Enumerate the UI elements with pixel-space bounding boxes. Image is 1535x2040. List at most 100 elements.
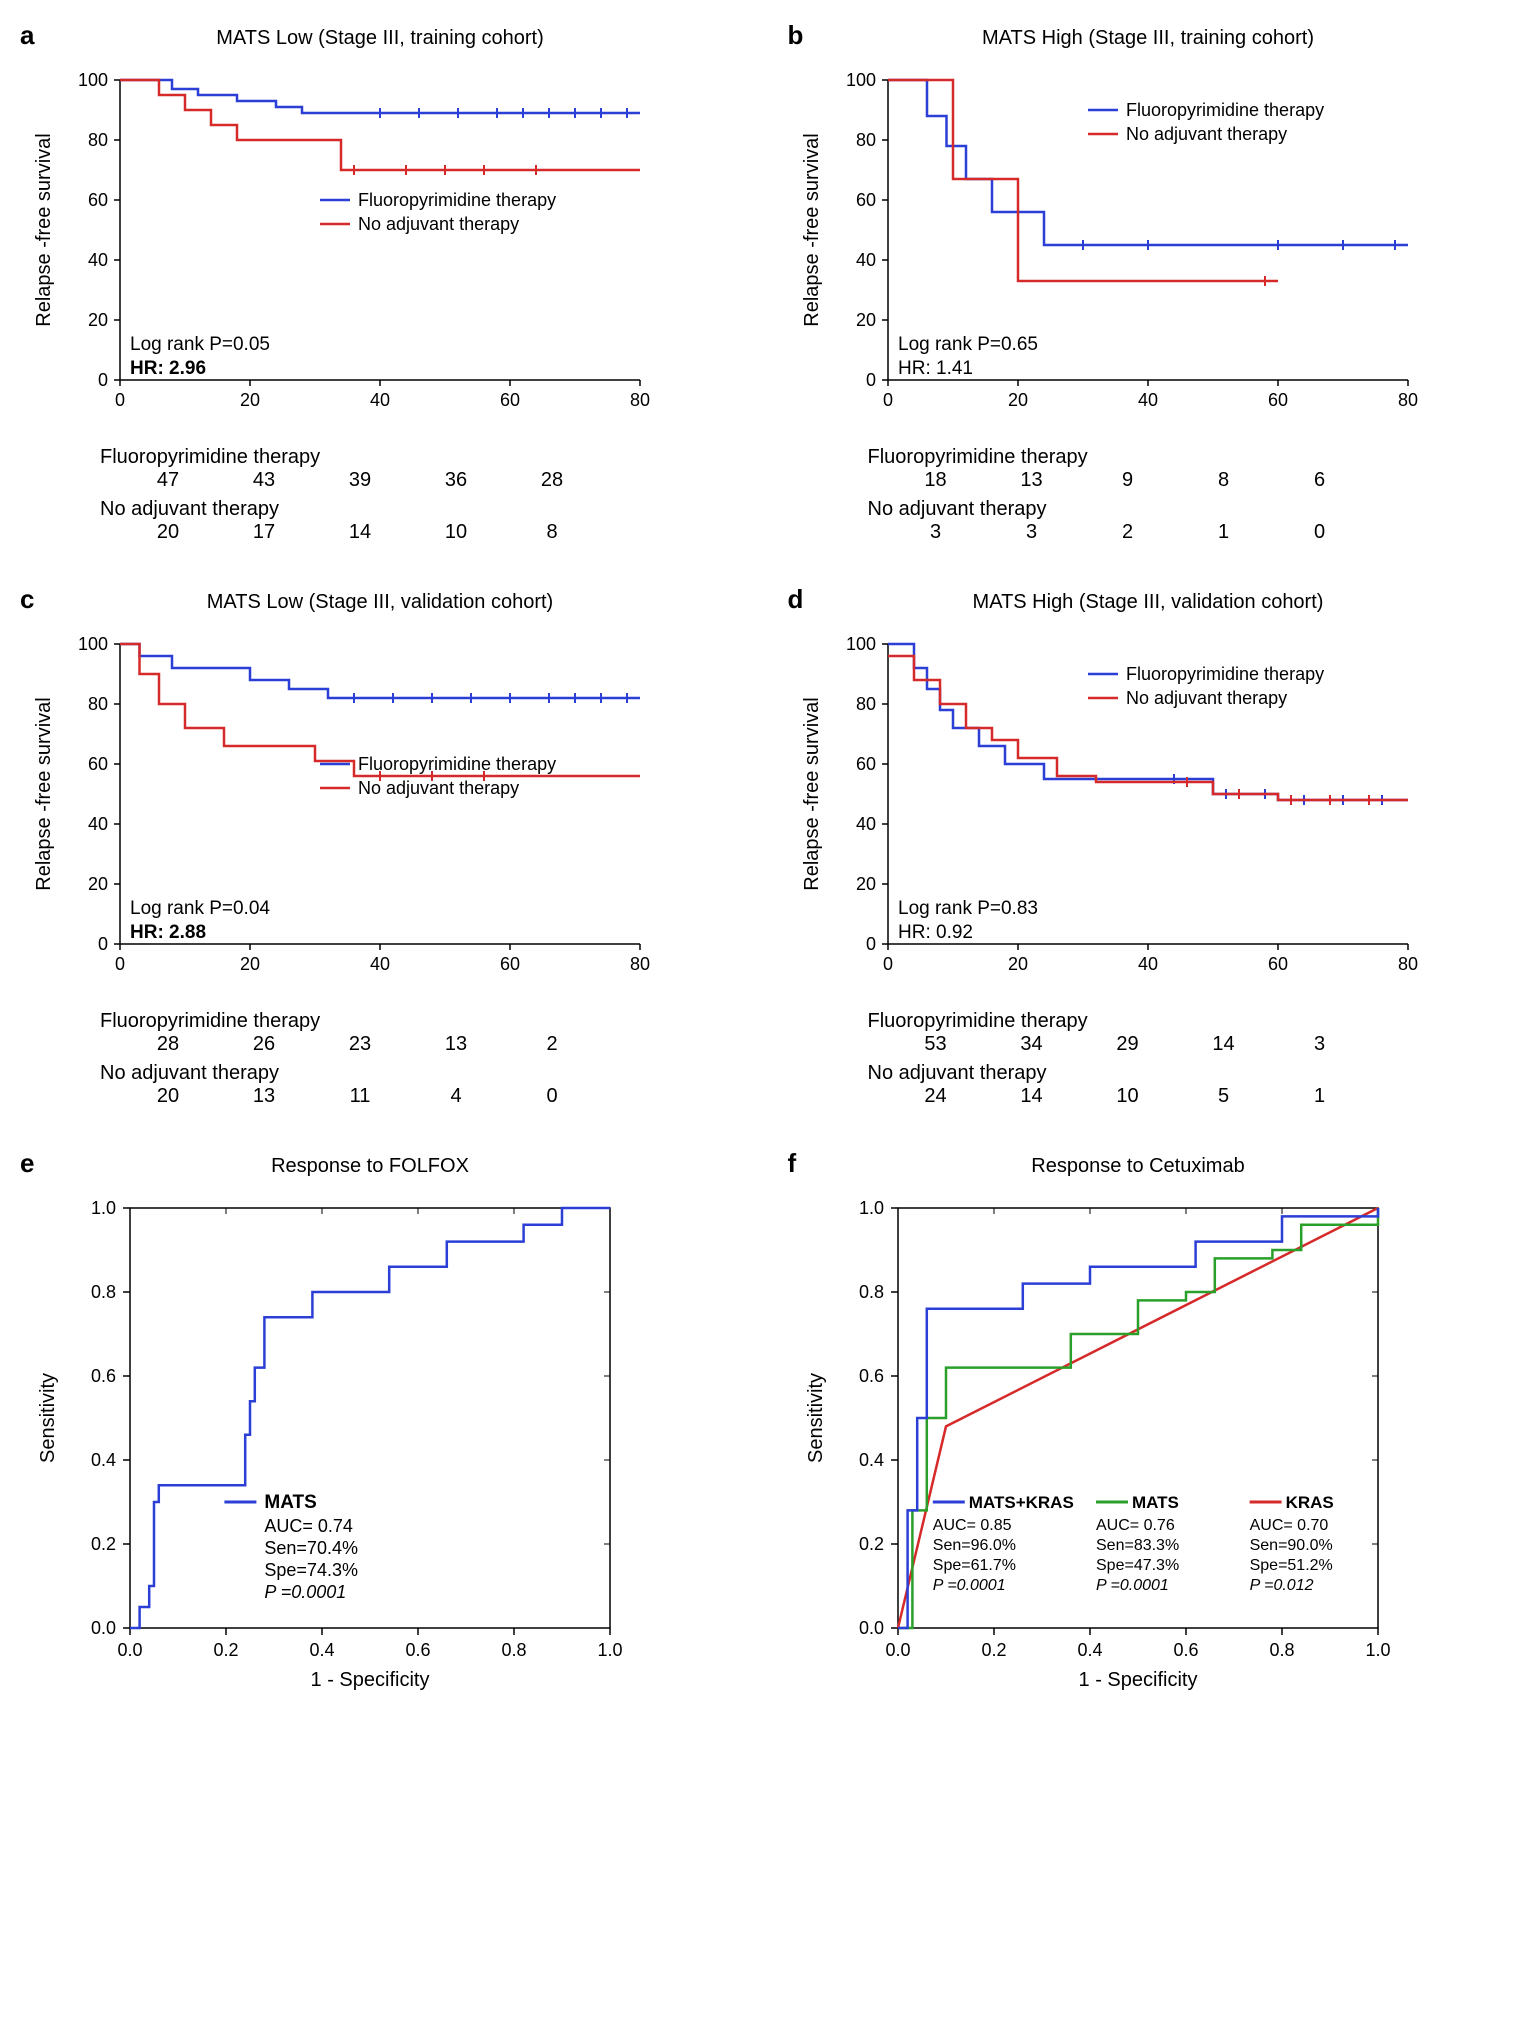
svg-text:Fluoropyrimidine therapy: Fluoropyrimidine therapy xyxy=(358,754,556,774)
svg-text:Spe=51.2%: Spe=51.2% xyxy=(1249,1557,1332,1574)
svg-text:40: 40 xyxy=(855,250,875,270)
svg-text:0.2: 0.2 xyxy=(91,1534,116,1554)
risk-cell: 1 xyxy=(1176,521,1272,544)
risk-cell: 53 xyxy=(888,1033,984,1056)
svg-text:0.8: 0.8 xyxy=(1269,1640,1294,1660)
risk-cell: 18 xyxy=(888,469,984,492)
risk-table: Fluoropyrimidine therapy 4743393628 No a… xyxy=(100,446,748,544)
risk-header-fp: Fluoropyrimidine therapy xyxy=(868,446,1516,469)
svg-text:P =0.0001: P =0.0001 xyxy=(264,1582,346,1602)
risk-cell: 3 xyxy=(888,521,984,544)
svg-text:0.8: 0.8 xyxy=(501,1640,526,1660)
x-axis-label: 1 - Specificity xyxy=(1078,1669,1197,1691)
svg-text:0.0: 0.0 xyxy=(117,1640,142,1660)
svg-text:20: 20 xyxy=(88,874,108,894)
svg-text:No adjuvant therapy: No adjuvant therapy xyxy=(358,214,519,234)
risk-cell: 34 xyxy=(984,1033,1080,1056)
svg-text:Spe=74.3%: Spe=74.3% xyxy=(264,1560,358,1580)
panel-label-f: f xyxy=(788,1148,797,1179)
svg-text:Log rank P=0.05: Log rank P=0.05 xyxy=(130,334,270,355)
panel-label-d: d xyxy=(788,584,804,615)
svg-text:0.4: 0.4 xyxy=(309,1640,334,1660)
risk-cell: 13 xyxy=(216,1085,312,1108)
svg-text:Fluoropyrimidine therapy: Fluoropyrimidine therapy xyxy=(358,190,556,210)
svg-text:60: 60 xyxy=(88,754,108,774)
svg-text:80: 80 xyxy=(630,954,650,974)
risk-cell: 36 xyxy=(408,469,504,492)
svg-text:1.0: 1.0 xyxy=(597,1640,622,1660)
svg-text:0: 0 xyxy=(115,390,125,410)
svg-text:0.2: 0.2 xyxy=(858,1534,883,1554)
svg-text:80: 80 xyxy=(855,694,875,714)
risk-header-fp: Fluoropyrimidine therapy xyxy=(100,1010,748,1033)
svg-text:MATS: MATS xyxy=(1132,1493,1179,1512)
svg-text:60: 60 xyxy=(1267,954,1287,974)
svg-text:0.2: 0.2 xyxy=(213,1640,238,1660)
svg-text:40: 40 xyxy=(370,954,390,974)
risk-cell: 17 xyxy=(216,521,312,544)
chart-title: Response to Cetuximab xyxy=(1031,1155,1244,1177)
risk-cell: 29 xyxy=(1080,1033,1176,1056)
svg-text:Log rank P=0.04: Log rank P=0.04 xyxy=(130,898,270,919)
y-axis-label: Relapse -free survival xyxy=(801,697,823,890)
y-axis-label: Sensitivity xyxy=(805,1373,827,1463)
km-chart-c: MATS Low (Stage III, validation cohort) … xyxy=(20,584,720,1004)
svg-text:P =0.012: P =0.012 xyxy=(1249,1577,1313,1594)
svg-text:0.8: 0.8 xyxy=(91,1282,116,1302)
km-chart-b: MATS High (Stage III, training cohort) R… xyxy=(788,20,1488,440)
svg-text:100: 100 xyxy=(78,70,108,90)
svg-text:Spe=61.7%: Spe=61.7% xyxy=(932,1557,1015,1574)
svg-text:40: 40 xyxy=(88,250,108,270)
chart-title: Response to FOLFOX xyxy=(271,1155,469,1177)
svg-text:80: 80 xyxy=(1397,390,1417,410)
svg-text:0.6: 0.6 xyxy=(91,1366,116,1386)
svg-text:40: 40 xyxy=(88,814,108,834)
risk-table: Fluoropyrimidine therapy 533429143 No ad… xyxy=(868,1010,1516,1108)
risk-cell: 3 xyxy=(984,521,1080,544)
svg-text:No adjuvant therapy: No adjuvant therapy xyxy=(1126,124,1287,144)
svg-text:0.6: 0.6 xyxy=(858,1366,883,1386)
risk-cell: 1 xyxy=(1272,1085,1368,1108)
svg-text:20: 20 xyxy=(240,954,260,974)
risk-cell: 10 xyxy=(1080,1085,1176,1108)
svg-text:0: 0 xyxy=(98,370,108,390)
x-axis-label: 1 - Specificity xyxy=(311,1669,430,1691)
chart-title: MATS High (Stage III, validation cohort) xyxy=(972,591,1323,613)
svg-text:Spe=47.3%: Spe=47.3% xyxy=(1096,1557,1179,1574)
svg-text:40: 40 xyxy=(1137,954,1157,974)
svg-text:80: 80 xyxy=(630,390,650,410)
stats-box: Log rank P=0.05 HR: 2.96 xyxy=(130,334,270,379)
svg-text:0: 0 xyxy=(882,954,892,974)
svg-text:Sen=96.0%: Sen=96.0% xyxy=(932,1537,1015,1554)
risk-table: Fluoropyrimidine therapy 1813986 No adju… xyxy=(868,446,1516,544)
svg-text:AUC= 0.76: AUC= 0.76 xyxy=(1096,1517,1175,1534)
svg-text:80: 80 xyxy=(1397,954,1417,974)
svg-text:20: 20 xyxy=(1007,390,1027,410)
svg-text:MATS+KRAS: MATS+KRAS xyxy=(968,1493,1073,1512)
roc-chart-e: Response to FOLFOX Sensitivity 0.0 0.2 0… xyxy=(20,1148,720,1708)
svg-text:0.0: 0.0 xyxy=(91,1618,116,1638)
svg-text:Sen=70.4%: Sen=70.4% xyxy=(264,1538,358,1558)
risk-cell: 14 xyxy=(984,1085,1080,1108)
risk-cell: 8 xyxy=(1176,469,1272,492)
svg-text:HR: 1.41: HR: 1.41 xyxy=(898,358,973,379)
svg-text:0.6: 0.6 xyxy=(1173,1640,1198,1660)
risk-cell: 2 xyxy=(1080,521,1176,544)
svg-text:No adjuvant therapy: No adjuvant therapy xyxy=(1126,688,1287,708)
svg-text:Sen=90.0%: Sen=90.0% xyxy=(1249,1537,1332,1554)
stats-box: Log rank P=0.04 HR: 2.88 xyxy=(130,898,270,943)
risk-cell: 39 xyxy=(312,469,408,492)
svg-text:Log rank P=0.65: Log rank P=0.65 xyxy=(898,334,1038,355)
svg-text:100: 100 xyxy=(845,70,875,90)
roc-stats: MATS+KRAS AUC= 0.85 Sen=96.0% Spe=61.7% … xyxy=(932,1493,1333,1594)
svg-text:0.8: 0.8 xyxy=(858,1282,883,1302)
svg-text:60: 60 xyxy=(855,190,875,210)
y-axis-label: Relapse -free survival xyxy=(801,133,823,326)
panel-label-e: e xyxy=(20,1148,34,1179)
risk-cell: 0 xyxy=(504,1085,600,1108)
svg-text:Log rank P=0.83: Log rank P=0.83 xyxy=(898,898,1038,919)
risk-cell: 8 xyxy=(504,521,600,544)
svg-text:80: 80 xyxy=(855,130,875,150)
panel-label-a: a xyxy=(20,20,34,51)
svg-text:80: 80 xyxy=(88,694,108,714)
